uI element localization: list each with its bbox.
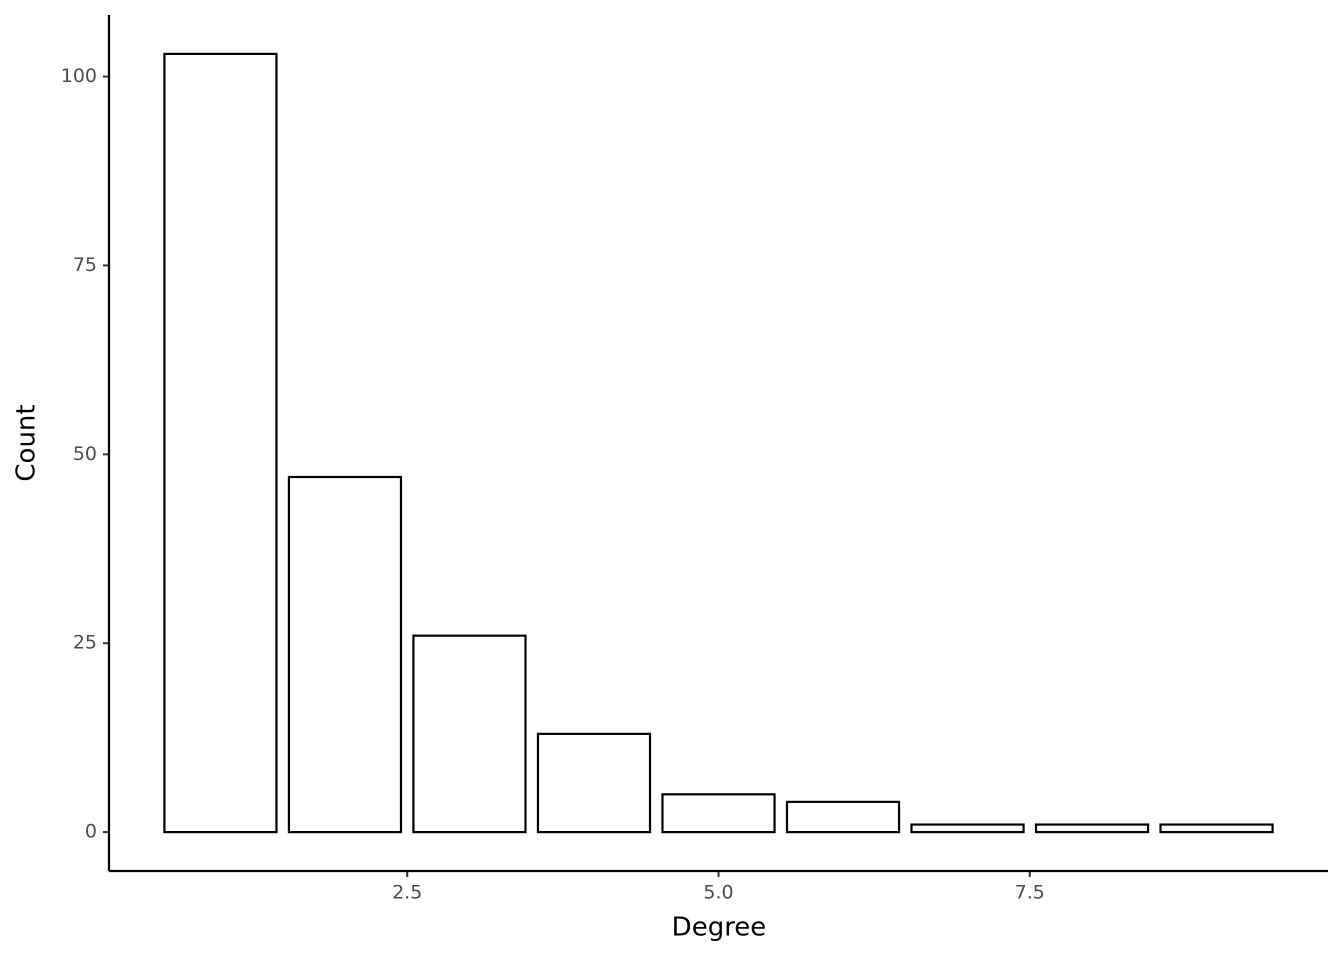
bar — [1159, 823, 1274, 834]
bar — [412, 634, 527, 834]
y-tick-label: 0 — [85, 821, 97, 843]
y-tick-label: 75 — [73, 254, 97, 276]
bar — [785, 800, 901, 834]
y-axis-title: Count — [12, 404, 42, 481]
bar — [1034, 823, 1150, 834]
bar — [287, 475, 403, 834]
bar — [536, 732, 652, 834]
y-tick-label: 50 — [73, 443, 97, 465]
x-tick-label: 2.5 — [392, 882, 422, 904]
y-tick-label: 100 — [61, 65, 97, 87]
bar — [910, 823, 1025, 834]
x-axis-title: Degree — [672, 913, 767, 943]
y-tick-label: 25 — [73, 632, 97, 654]
x-tick-label: 7.5 — [1015, 882, 1045, 904]
x-tick-label: 5.0 — [703, 882, 733, 904]
bar — [661, 793, 776, 834]
bar — [163, 52, 278, 834]
